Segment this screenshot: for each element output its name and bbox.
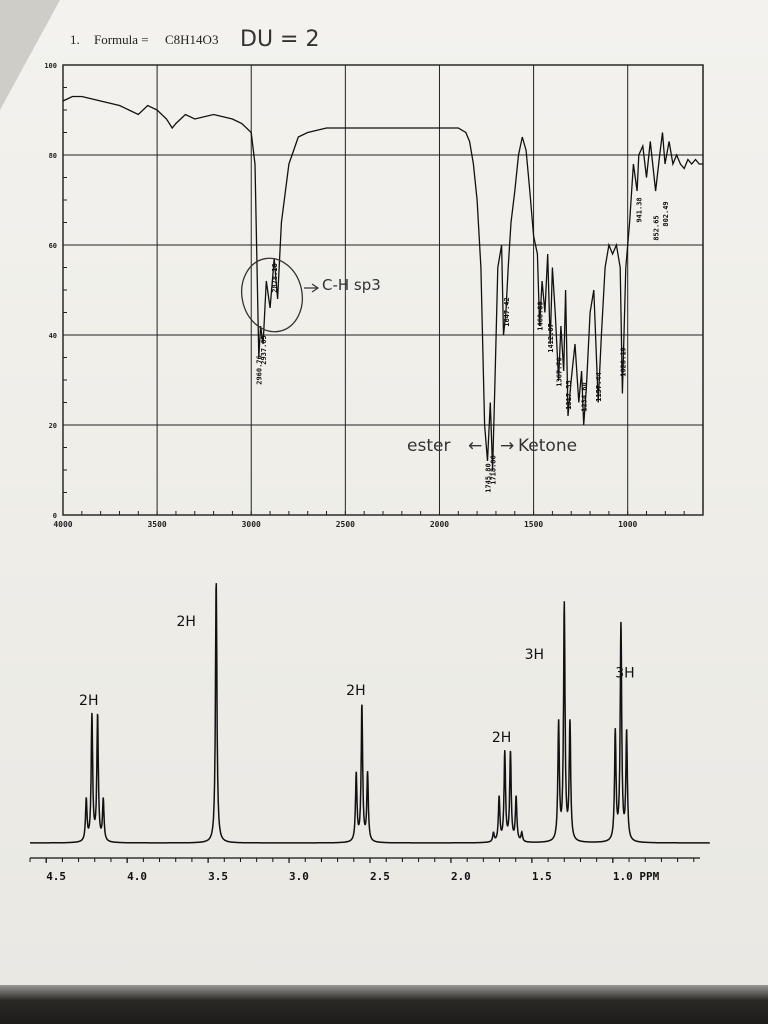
nmr-integration-label: 2H [176, 614, 195, 630]
nmr-x-tick-label: 1.0 PPM [613, 870, 660, 883]
arrow-to-ketone: → [500, 436, 514, 456]
ir-x-tick-label: 1500 [524, 520, 543, 529]
ir-spectrum-line [62, 95, 703, 471]
sp3-arrow [304, 283, 320, 293]
ir-peak-label: 1157.44 [595, 372, 603, 402]
ir-spectrum: 4000 3500 3000 2500 2000 1500 1000 100 80 60 40 20 0… [44, 62, 704, 529]
ir-peak-label: 1647.42 [503, 297, 511, 327]
formula-label: Formula = [94, 32, 149, 47]
ir-y-tick-label: 20 [49, 422, 57, 430]
problem-number: 1. [70, 32, 80, 47]
ir-x-tick-label: 2000 [430, 520, 449, 529]
nmr-x-tick-label: 4.5 [46, 870, 66, 883]
nmr-integration-labels: 2H 2H 2H 2H 3H 3H [79, 614, 635, 746]
ir-peak-label: 2937.65 [260, 335, 268, 365]
folded-corner [0, 0, 60, 110]
ir-x-tick-label: 4000 [53, 520, 72, 529]
ir-y-tick-label: 80 [49, 152, 57, 160]
ir-peak-label: 1718.86 [489, 455, 497, 485]
ir-peak-label: 2878.18 [271, 263, 279, 293]
ir-peak-label: 941.38 [636, 197, 644, 222]
nmr-x-tick-label: 4.0 [127, 870, 147, 883]
nmr-integration-label: 3H [615, 666, 634, 682]
nmr-x-tick-label: 2.0 [451, 870, 471, 883]
ir-peak-label: 1367.70 [555, 357, 563, 387]
ir-x-tick-label: 2500 [336, 520, 355, 529]
nmr-ticks: 4.5 4.0 3.5 3.0 2.5 2.0 1.5 1.0 PPM [29, 858, 695, 883]
paper-sheet [0, 0, 768, 1000]
ir-peak-label: 1234.60 [581, 382, 589, 412]
sp3-note: C-H sp3 [322, 276, 381, 294]
ir-plot-frame [62, 64, 704, 516]
ir-ticks: 4000 3500 3000 2500 2000 1500 1000 100 80 60 40 20 0 [44, 62, 704, 529]
ir-peak-label: 1028.19 [619, 347, 627, 377]
ir-peak-label: 1468.89 [536, 301, 544, 331]
ir-x-tick-label: 3500 [147, 520, 166, 529]
ir-x-tick-label: 3000 [242, 520, 261, 529]
ir-peak-label: 1317.55 [565, 380, 573, 410]
ir-peak-label: 802.49 [662, 201, 670, 226]
ir-y-tick-label: 40 [49, 332, 57, 340]
ir-peak-label: 852.65 [652, 215, 660, 240]
nmr-integration-label: 2H [79, 693, 98, 709]
du-note: DU = 2 [240, 27, 319, 52]
nmr-integration-label: 2H [492, 730, 511, 746]
arrow-to-ester: ← [468, 436, 482, 456]
circled-peaks-annotation [241, 257, 303, 333]
table-edge [0, 985, 768, 1024]
ir-peak-label: 2960.76 [256, 355, 264, 385]
nmr-spectrum-line [30, 583, 710, 844]
ketone-note: Ketone [518, 436, 577, 456]
nmr-spectrum: 4.5 4.0 3.5 3.0 2.5 2.0 1.5 1.0 PPM 2H 2H 2H 2H 3H 3… [29, 583, 710, 883]
nmr-x-tick-label: 2.5 [370, 870, 390, 883]
nmr-integration-label: 3H [525, 647, 544, 663]
nmr-x-tick-label: 1.5 [532, 870, 552, 883]
nmr-integration-label: 2H [346, 683, 365, 699]
ir-y-tick-label: 0 [53, 512, 57, 520]
ester-note: ester [407, 436, 450, 456]
ir-y-tick-label: 60 [49, 242, 57, 250]
nmr-x-tick-label: 3.5 [208, 870, 228, 883]
ir-gridlines [62, 64, 703, 516]
ir-y-tick-label: 100 [44, 62, 57, 70]
nmr-x-tick-label: 3.0 [289, 870, 309, 883]
molecular-formula: C8H14O3 [165, 32, 218, 47]
ir-x-tick-label: 1000 [618, 520, 637, 529]
ir-peak-label: 1745.80 [484, 463, 492, 493]
ir-peak-label: 1412.67 [547, 323, 555, 353]
